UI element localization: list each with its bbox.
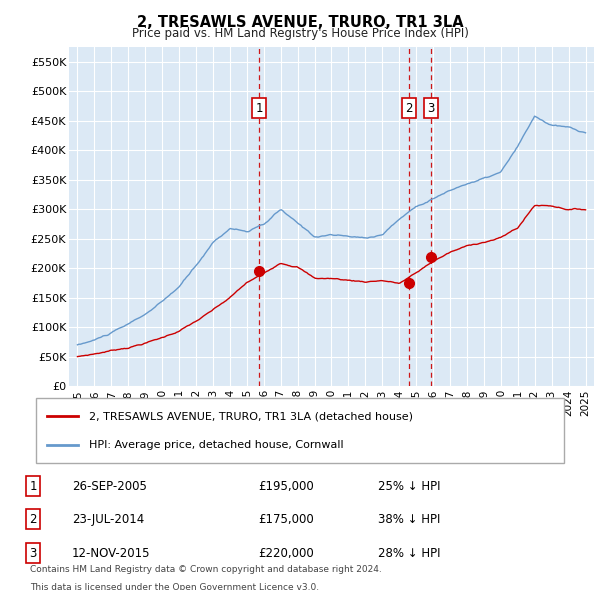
Text: 2, TRESAWLS AVENUE, TRURO, TR1 3LA (detached house): 2, TRESAWLS AVENUE, TRURO, TR1 3LA (deta… bbox=[89, 411, 413, 421]
Text: £220,000: £220,000 bbox=[258, 547, 314, 560]
Text: 1: 1 bbox=[29, 480, 37, 493]
Text: 38% ↓ HPI: 38% ↓ HPI bbox=[378, 513, 440, 526]
Text: 25% ↓ HPI: 25% ↓ HPI bbox=[378, 480, 440, 493]
Text: 23-JUL-2014: 23-JUL-2014 bbox=[72, 513, 144, 526]
Text: 26-SEP-2005: 26-SEP-2005 bbox=[72, 480, 147, 493]
Text: 28% ↓ HPI: 28% ↓ HPI bbox=[378, 547, 440, 560]
Text: £195,000: £195,000 bbox=[258, 480, 314, 493]
Text: 3: 3 bbox=[29, 547, 37, 560]
Text: 3: 3 bbox=[427, 101, 434, 115]
Text: 12-NOV-2015: 12-NOV-2015 bbox=[72, 547, 151, 560]
FancyBboxPatch shape bbox=[36, 398, 564, 463]
Text: 2: 2 bbox=[405, 101, 412, 115]
Text: Contains HM Land Registry data © Crown copyright and database right 2024.: Contains HM Land Registry data © Crown c… bbox=[30, 565, 382, 573]
Text: HPI: Average price, detached house, Cornwall: HPI: Average price, detached house, Corn… bbox=[89, 440, 343, 450]
Text: 2: 2 bbox=[29, 513, 37, 526]
Text: This data is licensed under the Open Government Licence v3.0.: This data is licensed under the Open Gov… bbox=[30, 583, 319, 590]
Text: 1: 1 bbox=[256, 101, 263, 115]
Text: Price paid vs. HM Land Registry's House Price Index (HPI): Price paid vs. HM Land Registry's House … bbox=[131, 27, 469, 40]
Text: £175,000: £175,000 bbox=[258, 513, 314, 526]
Text: 2, TRESAWLS AVENUE, TRURO, TR1 3LA: 2, TRESAWLS AVENUE, TRURO, TR1 3LA bbox=[137, 15, 463, 30]
